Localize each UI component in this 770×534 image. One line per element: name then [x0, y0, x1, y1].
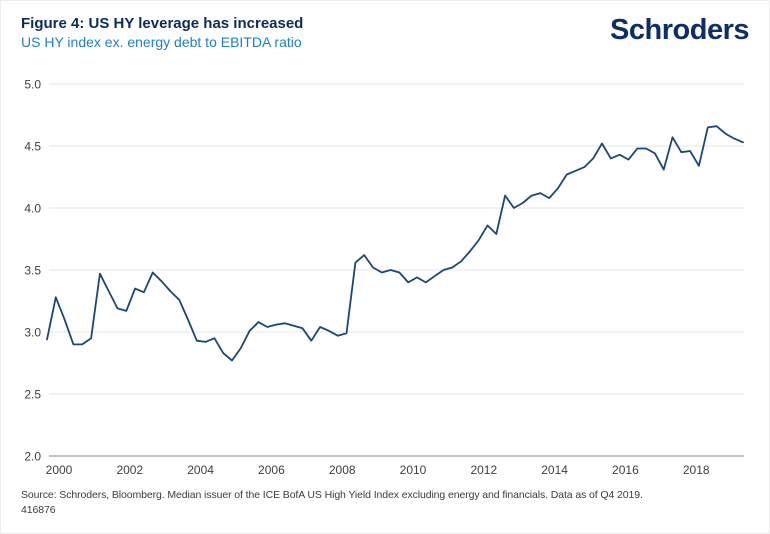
x-tick-label: 2010: [400, 463, 427, 477]
y-tick-label: 2.0: [24, 450, 41, 464]
x-tick-label: 2006: [258, 463, 285, 477]
y-tick-label: 4.0: [24, 202, 41, 216]
reference-number: 416876: [21, 504, 56, 516]
leverage-line: [46, 125, 744, 362]
chart-title: Figure 4: US HY leverage has increased: [21, 15, 304, 32]
x-tick-label: 2016: [612, 463, 639, 477]
x-tick-label: 2018: [683, 463, 710, 477]
y-tick-label: 3.0: [24, 326, 41, 340]
source-note: Source: Schroders, Bloomberg. Median iss…: [21, 489, 643, 501]
y-tick-label: 2.5: [24, 388, 41, 402]
x-tick-label: 2002: [116, 463, 143, 477]
x-tick-label: 2004: [187, 463, 214, 477]
x-tick-label: 2014: [541, 463, 568, 477]
x-tick-label: 2000: [46, 463, 73, 477]
schroders-logo: Schroders: [610, 14, 749, 46]
x-tick-label: 2008: [329, 463, 356, 477]
chart-footer: Source: Schroders, Bloomberg. Median iss…: [21, 488, 755, 518]
chart-header: Figure 4: US HY leverage has increased U…: [21, 14, 303, 51]
y-tick-label: 4.5: [24, 140, 41, 154]
x-tick-label: 2012: [470, 463, 497, 477]
y-tick-label: 3.5: [24, 264, 41, 278]
y-tick-label: 5.0: [24, 78, 41, 92]
chart-subtitle: US HY index ex. energy debt to EBITDA ra…: [21, 34, 302, 50]
